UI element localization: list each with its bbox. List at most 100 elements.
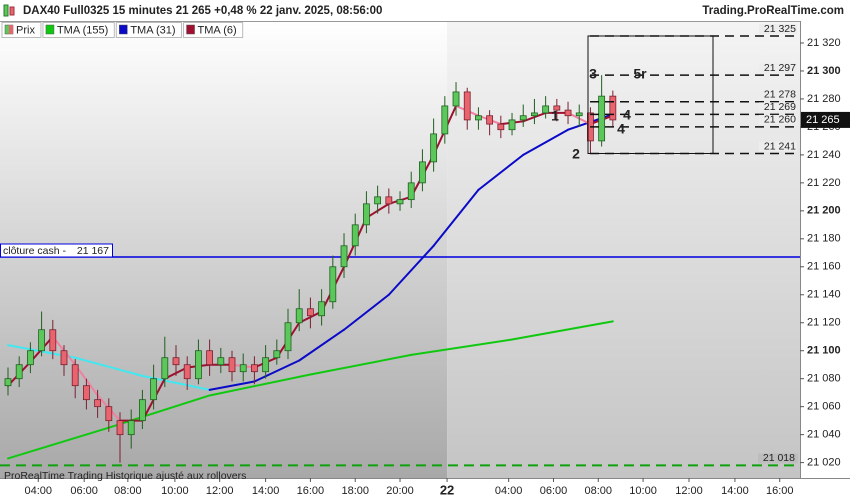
level-label-bg <box>759 102 797 113</box>
y-tick-label: 21 060 <box>807 401 841 413</box>
candle-body <box>49 329 57 352</box>
x-tick-label: 04:00 <box>495 485 523 497</box>
legend-swatch <box>119 24 128 35</box>
candle-body <box>441 105 449 135</box>
candle-body <box>195 350 202 380</box>
y-tick-label: 21 040 <box>807 429 841 441</box>
candle-body <box>475 115 482 121</box>
candle-body <box>542 105 550 114</box>
legend-swatch <box>9 25 13 34</box>
x-tick-label: 04:00 <box>24 485 52 497</box>
candle-body <box>598 95 606 142</box>
candle-body <box>228 357 236 373</box>
y-tick-label: 21 120 <box>807 317 841 329</box>
y-tick-label: 21 240 <box>807 149 841 161</box>
x-tick-label: 16:00 <box>766 485 794 497</box>
candle-body <box>4 378 12 387</box>
candle-body <box>105 406 113 422</box>
candle-body <box>94 399 102 408</box>
last-price-tag <box>801 111 850 128</box>
level-label: 21 325 <box>764 23 796 35</box>
legend-item <box>115 22 183 38</box>
ma-line <box>107 394 211 429</box>
ma-line <box>432 188 480 247</box>
level-label: 21 278 <box>764 89 796 101</box>
annotation: 4 <box>617 121 625 137</box>
candle-body <box>363 203 370 226</box>
candle-body <box>609 95 617 121</box>
annotation: 2 <box>572 146 580 162</box>
y-tick-label: 21 080 <box>807 373 841 385</box>
candle-body <box>351 224 359 247</box>
level-label-bg <box>759 141 797 152</box>
cash-close-box <box>0 243 113 258</box>
candle-body <box>251 364 258 373</box>
x-tick-label: 10:00 <box>629 485 657 497</box>
candle-body <box>419 161 426 184</box>
candle-body <box>307 308 314 317</box>
candle-body <box>26 350 34 366</box>
candle-body <box>172 357 180 366</box>
ma-line <box>208 373 312 397</box>
candle-body <box>127 420 135 436</box>
x-tick-label: 08:00 <box>114 485 142 497</box>
x-tick-label: 12:00 <box>675 485 703 497</box>
level-label: 21 269 <box>764 101 796 113</box>
candle-body <box>83 385 90 401</box>
candle-body <box>206 350 214 366</box>
level-label-bg <box>759 23 797 34</box>
x-tick-label: 20:00 <box>386 485 414 497</box>
cash-close-value: 21 167 <box>77 245 109 257</box>
candle-body <box>564 109 572 117</box>
logo <box>9 6 15 16</box>
candle-body <box>374 196 382 205</box>
logo <box>3 4 9 17</box>
x-tick-label: 18:00 <box>341 485 369 497</box>
legend-label: TMA (31) <box>130 24 175 36</box>
x-tick-label: 12:00 <box>206 485 234 497</box>
candle-body <box>463 91 471 121</box>
y-tick-label: 21 140 <box>807 289 841 301</box>
y-tick-label: 21 180 <box>807 233 841 245</box>
candle-body <box>262 357 270 373</box>
x-tick-label: 22 <box>440 482 454 497</box>
price-axis <box>800 21 850 478</box>
candle-body <box>385 196 393 205</box>
ma-line <box>208 380 256 391</box>
x-tick-label: 14:00 <box>721 485 749 497</box>
x-tick-label: 10:00 <box>161 485 189 497</box>
low-level-label: 21 018 <box>763 452 795 464</box>
candle-body <box>329 266 337 303</box>
legend-swatch <box>45 24 55 35</box>
header-bar <box>0 0 850 21</box>
candle-body <box>139 399 146 422</box>
legend-label: Prix <box>16 24 35 36</box>
y-tick-label: 21 020 <box>807 457 841 469</box>
y-tick-label: 21 100 <box>807 345 841 357</box>
x-tick-label: 06:00 <box>70 485 98 497</box>
candle-body <box>71 364 79 387</box>
y-tick-label: 21 200 <box>807 205 841 217</box>
annotation: 3 <box>589 66 597 82</box>
y-tick-label: 21 280 <box>807 93 841 105</box>
candle-body <box>430 133 438 163</box>
candle-body <box>553 105 561 111</box>
ma-line <box>410 338 514 356</box>
level-label-bg <box>759 89 797 100</box>
candle-body <box>452 91 460 107</box>
level-label-bg <box>759 63 797 74</box>
y-tick-label: 21 300 <box>807 65 841 77</box>
level-label-bg <box>759 114 797 125</box>
ma-line <box>387 244 435 296</box>
candle-body <box>273 350 281 359</box>
y-tick-label: 21 220 <box>807 177 841 189</box>
background-today <box>447 22 800 478</box>
candle-body <box>284 322 292 352</box>
annotation: 1 <box>551 108 559 124</box>
x-tick-label: 14:00 <box>252 485 280 497</box>
chart-title: DAX40 Full0325 15 minutes 21 265 +0,48 %… <box>23 5 382 17</box>
candle-body <box>38 329 45 352</box>
candle-body <box>497 123 505 131</box>
level-label: 21 260 <box>764 114 796 126</box>
x-tick-label: 06:00 <box>540 485 568 497</box>
